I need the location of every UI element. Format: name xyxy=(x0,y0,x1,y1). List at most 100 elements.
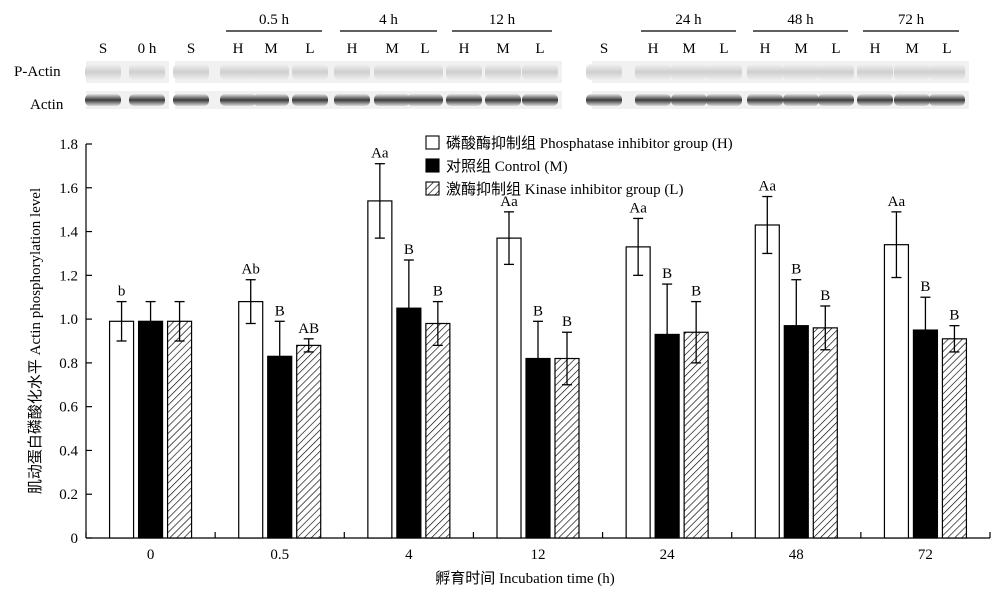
blot-lane-labels: S 0 h S H M L H M L H M L S H M L H M L H M L xyxy=(99,41,952,57)
actin-band xyxy=(374,94,410,106)
p-actin-band xyxy=(635,64,671,80)
blot-row-label-actin: Actin xyxy=(30,97,64,113)
significance-label: B xyxy=(662,266,672,282)
actin-band xyxy=(446,94,482,106)
significance-label: AB xyxy=(298,321,319,337)
actin-band xyxy=(747,94,783,106)
lane-label: L xyxy=(831,41,840,57)
actin-band xyxy=(253,94,289,106)
y-tick-label: 0.4 xyxy=(59,443,78,459)
actin-band xyxy=(129,94,165,106)
x-axis-label: 孵育时间 Incubation time (h) xyxy=(435,570,615,587)
lane-label: H xyxy=(760,41,771,57)
actin-band xyxy=(334,94,370,106)
x-tick-label: 24 xyxy=(660,547,676,563)
lane-label: M xyxy=(264,41,277,57)
y-tick-label: 0.8 xyxy=(59,356,78,372)
x-tick-label: 0 xyxy=(147,547,155,563)
blot-time-headers: 0.5 h 4 h 12 h 24 h 48 h 72 h xyxy=(226,12,959,32)
time-header: 72 h xyxy=(898,12,925,28)
actin-band xyxy=(818,94,854,106)
p-actin-band xyxy=(522,64,558,80)
y-tick-label: 0.2 xyxy=(59,487,78,503)
bar-series-3 xyxy=(554,357,580,539)
significance-label: B xyxy=(533,303,543,319)
lane-label: 0 h xyxy=(138,41,157,57)
significance-label: B xyxy=(433,284,443,300)
bar-series-1 xyxy=(367,200,393,539)
p-actin-band xyxy=(783,64,819,80)
bars: b Ab Aa Aa Aa Aa Aa B B B B B B AB B B B B B xyxy=(108,146,968,539)
actin-band xyxy=(894,94,930,106)
lane-label: S xyxy=(187,41,195,57)
significance-label: Aa xyxy=(759,179,777,195)
legend: 磷酸酶抑制组 Phosphatase inhibitor group (H) 对照… xyxy=(425,135,733,198)
legend-label: 磷酸酶抑制组 Phosphatase inhibitor group (H) xyxy=(446,135,733,152)
lane-label: M xyxy=(496,41,509,57)
actin-band xyxy=(485,94,521,106)
significance-label: B xyxy=(820,288,830,304)
significance-label: Aa xyxy=(629,200,647,216)
p-actin-band xyxy=(929,64,965,80)
p-actin-band xyxy=(129,64,165,80)
p-actin-band xyxy=(407,64,443,80)
significance-label: B xyxy=(949,308,959,324)
p-actin-band xyxy=(894,64,930,80)
actin-band xyxy=(586,94,622,106)
legend-label: 激酶抑制组 Kinase inhibitor group (L) xyxy=(446,181,683,198)
lane-label: L xyxy=(420,41,429,57)
p-actin-band xyxy=(374,64,410,80)
significance-label: Aa xyxy=(371,146,389,162)
lane-label: M xyxy=(905,41,918,57)
bar-series-1 xyxy=(108,320,135,539)
x-tick-label: 12 xyxy=(531,547,546,563)
significance-label: b xyxy=(118,284,126,300)
x-tick-label: 0.5 xyxy=(270,547,289,563)
bar-series-3 xyxy=(941,338,968,539)
actin-band xyxy=(671,94,707,106)
significance-label: B xyxy=(275,303,285,319)
actin-band xyxy=(85,94,121,106)
legend-swatch xyxy=(425,135,440,150)
lane-label: L xyxy=(942,41,951,57)
p-actin-band xyxy=(220,64,256,80)
bar-series-1 xyxy=(238,301,264,539)
x-tick-label: 72 xyxy=(918,547,933,563)
p-actin-band xyxy=(173,64,209,80)
bar-series-3 xyxy=(683,331,709,539)
time-header: 4 h xyxy=(379,12,398,28)
p-actin-band xyxy=(747,64,783,80)
bar-series-3 xyxy=(812,327,838,539)
p-actin-band xyxy=(818,64,854,80)
lane-label: L xyxy=(535,41,544,57)
time-header: 24 h xyxy=(675,12,702,28)
actin-band xyxy=(173,94,209,106)
bar-series-2 xyxy=(912,329,939,539)
y-tick-label: 1.0 xyxy=(59,312,78,328)
time-header: 12 h xyxy=(489,12,516,28)
p-actin-band xyxy=(706,64,742,80)
y-axis: 0 0.2 0.4 0.6 0.8 1.0 1.2 1.4 1.6 1.8 xyxy=(59,137,92,547)
actin-band xyxy=(407,94,443,106)
significance-label: B xyxy=(691,284,701,300)
significance-label: B xyxy=(562,314,572,330)
p-actin-band xyxy=(253,64,289,80)
bar-series-1 xyxy=(496,237,522,539)
p-actin-band xyxy=(857,64,893,80)
lane-label: S xyxy=(600,41,608,57)
bar-chart: 0 0.2 0.4 0.6 0.8 1.0 1.2 1.4 1.6 1.8 0 0.5 4 12 24 48… xyxy=(27,135,991,587)
blot-row-label-p-actin: P-Actin xyxy=(14,64,61,80)
lane-label: H xyxy=(648,41,659,57)
p-actin-band xyxy=(292,64,328,80)
actin-band xyxy=(857,94,893,106)
y-tick-label: 1.4 xyxy=(59,225,78,241)
actin-band xyxy=(522,94,558,106)
actin-band xyxy=(292,94,328,106)
lane-label: H xyxy=(459,41,470,57)
bar-series-3 xyxy=(296,344,322,539)
significance-label: B xyxy=(920,279,930,295)
lane-label: H xyxy=(233,41,244,57)
lane-label: L xyxy=(719,41,728,57)
y-tick-label: 1.6 xyxy=(59,181,78,197)
